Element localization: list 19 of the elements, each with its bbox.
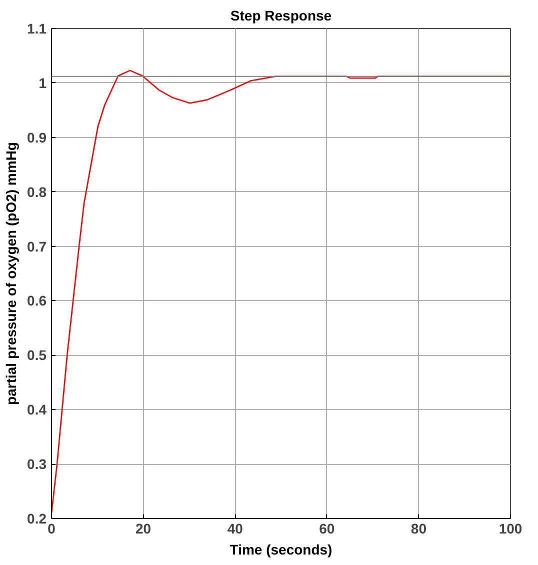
y-tick-label: 0.5 [27,347,47,364]
y-tick-label: 0.8 [27,184,47,200]
x-tick-label: 20 [136,520,152,536]
y-tick-label: 0.9 [27,129,47,146]
y-tick-label: 0.6 [27,292,47,309]
y-tick-label: 1.1 [27,20,47,36]
y-tick-label: 0.2 [27,510,47,526]
x-axis-title: Time (seconds) [230,542,332,558]
y-axis-title: partial pressure of oxygen (pO2) mmHg [3,142,20,405]
y-tick-label: 0.4 [27,402,47,418]
x-tick-label: 40 [227,520,244,536]
x-tick-label: 0 [48,520,56,536]
x-tick-label: 100 [498,520,522,536]
chart-title: Step Response [230,8,332,24]
y-tick-label: 0.3 [27,456,47,472]
y-tick-label: 1 [38,74,47,91]
x-tick-label: 60 [319,520,335,536]
y-tick-label: 0.7 [27,238,47,254]
x-tick-label: 80 [410,520,427,536]
